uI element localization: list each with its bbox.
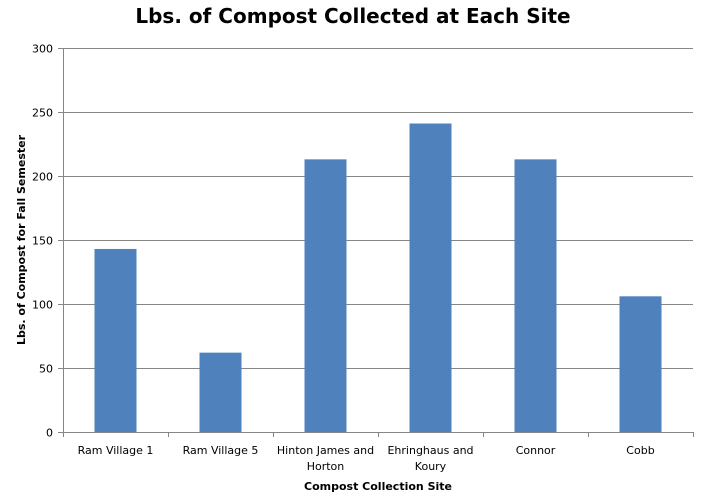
y-tick-label: 250	[32, 107, 53, 120]
gridlines	[63, 48, 693, 369]
y-tick-label: 100	[32, 299, 53, 312]
x-tick-label: Ehringhaus and Koury	[387, 444, 473, 473]
x-tick-label: Ram Village 1	[78, 444, 154, 457]
bar	[619, 296, 662, 432]
bar	[514, 159, 557, 433]
x-axis-title: Compost Collection Site	[304, 480, 452, 493]
x-tick-label: Hinton James and Horton	[277, 444, 374, 473]
y-tick-label: 0	[46, 427, 53, 440]
y-tick-label: 150	[32, 235, 53, 248]
bar	[409, 123, 452, 433]
axes	[58, 48, 694, 437]
y-tick-label: 200	[32, 171, 53, 184]
x-tick-label: Ram Village 5	[183, 444, 259, 457]
y-tick-label: 50	[39, 363, 53, 376]
x-tick-label: Connor	[516, 444, 556, 457]
bars	[94, 123, 662, 433]
bar	[304, 159, 347, 433]
tick-labels: 0 50 100 150 200 250 300 Ram Village 1 Ram Villa…	[32, 43, 655, 474]
bar	[94, 248, 137, 432]
x-tick-label: Cobb	[626, 444, 654, 457]
bar	[199, 352, 242, 432]
chart-title: Lbs. of Compost Collected at Each Site	[135, 4, 571, 28]
y-tick-label: 300	[32, 43, 53, 56]
y-axis-title: Lbs. of Compost for Fall Semester	[15, 134, 28, 345]
